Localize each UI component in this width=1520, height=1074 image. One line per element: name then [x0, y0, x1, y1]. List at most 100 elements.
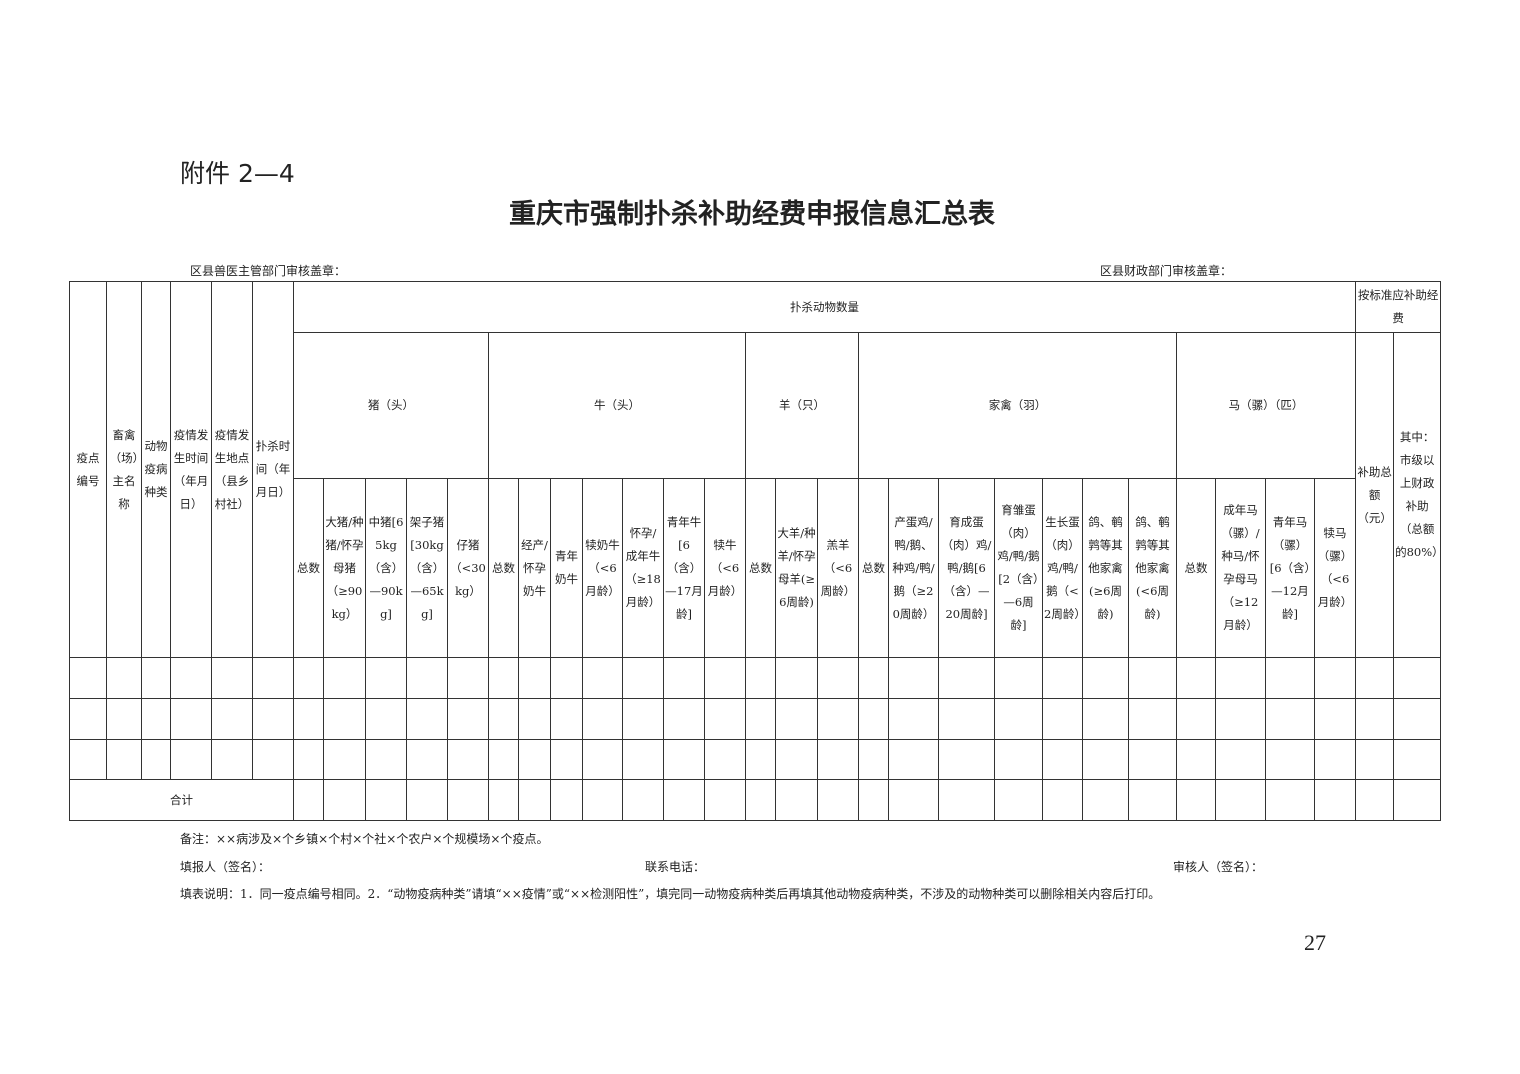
sub-header: 羔羊（<6周龄） [817, 478, 859, 658]
empty-cell [1265, 739, 1315, 780]
empty-cell [447, 739, 489, 780]
empty-cell [582, 698, 623, 740]
animal-group: 羊（只） [745, 332, 859, 479]
empty-cell [1313, 657, 1357, 699]
empty-cell [1082, 739, 1129, 780]
empty-cell [141, 698, 171, 740]
empty-cell [1313, 698, 1357, 740]
sub-header: 总数 [1176, 478, 1216, 658]
subsidy-column: 补助总额（元） [1355, 332, 1395, 658]
empty-cell [888, 739, 939, 780]
empty-cell [622, 657, 664, 699]
empty-cell [293, 698, 324, 740]
sub-header: 育雏蛋（肉）鸡/鸭/鹅[2（含）—6周龄] [994, 478, 1043, 658]
sub-header: 青年马（骡）[6（含）—12月龄] [1265, 478, 1315, 658]
phone: 联系电话： [645, 860, 706, 874]
empty-cell [106, 698, 142, 740]
empty-cell [488, 657, 519, 699]
empty-cell [663, 779, 705, 821]
empty-cell [323, 739, 366, 780]
page-number: 27 [1304, 930, 1326, 955]
table-row: 猪（头） 牛（头） 羊（只） 家禽（羽） 马（骡）（匹） 补助总额（元） 其中：市级以上财政… [70, 332, 1442, 658]
empty-cell [447, 779, 489, 821]
empty-cell [775, 739, 818, 780]
empty-cell [252, 698, 294, 740]
sub-header: 大羊/种羊/怀孕母羊(≥6周龄) [775, 478, 818, 658]
left-header: 动物疫病种类 [141, 281, 171, 658]
stamp-right: 区县财政部门审核盖章： [1100, 264, 1233, 278]
empty-cell [323, 698, 366, 740]
reviewer: 审核人（签名）： [1173, 860, 1264, 874]
empty-cell [1215, 779, 1266, 821]
sub-header: 生长蛋（肉）鸡/鸭/鹅（<2周龄） [1042, 478, 1083, 658]
empty-cell [365, 698, 407, 740]
note: 备注：××病涉及×个乡镇×个村×个社×个农户×个规模场×个疫点。 [180, 832, 549, 846]
empty-cell [106, 739, 142, 780]
sub-header: 总数 [293, 478, 324, 658]
empty-cell [1176, 779, 1216, 821]
empty-cell [1042, 779, 1083, 821]
subsidy-column: 其中：市级以上财政补助（总额的80%） [1393, 332, 1442, 658]
empty-cell [1042, 657, 1083, 699]
empty-cell [69, 698, 107, 740]
empty-cell [1082, 698, 1129, 740]
sub-header: 中猪[65kg（含）—90kg] [365, 478, 407, 658]
table-row [69, 739, 1442, 780]
filler: 填报人（签名）： [180, 860, 271, 874]
empty-cell [1176, 698, 1216, 740]
sub-header: 总数 [745, 478, 776, 658]
empty-cell [141, 657, 171, 699]
empty-cell [858, 779, 889, 821]
empty-cell [211, 698, 253, 740]
empty-cell [622, 739, 664, 780]
empty-cell [406, 779, 448, 821]
sub-header: 架子猪[30kg（含）—65kg] [406, 478, 448, 658]
empty-cell [1042, 698, 1083, 740]
empty-cell [141, 739, 171, 780]
empty-cell [406, 698, 448, 740]
empty-cell [622, 698, 664, 740]
animal-group: 猪（头） [293, 332, 489, 479]
empty-cell [323, 779, 366, 821]
empty-cell [817, 698, 859, 740]
empty-cell [938, 698, 995, 740]
empty-cell [1128, 739, 1177, 780]
empty-cell [170, 739, 212, 780]
empty-cell [745, 739, 776, 780]
sub-header: 经产/怀孕奶牛 [518, 478, 551, 658]
empty-cell [1215, 657, 1266, 699]
table-row [69, 657, 1442, 699]
empty-cell [1082, 657, 1129, 699]
empty-cell [518, 657, 551, 699]
empty-cell [582, 779, 623, 821]
sub-header: 总数 [858, 478, 889, 658]
empty-cell [663, 657, 705, 699]
empty-cell [1176, 739, 1216, 780]
sub-header: 育成蛋（肉）鸡/鸭/鹅[6（含）—20周龄] [938, 478, 995, 658]
empty-cell [211, 739, 253, 780]
table-row: 合计 [69, 779, 1442, 821]
empty-cell [323, 657, 366, 699]
empty-cell [622, 779, 664, 821]
empty-cell [1128, 657, 1177, 699]
sub-header: 怀孕/成年牛（≥18月龄） [622, 478, 664, 658]
empty-cell [69, 739, 107, 780]
empty-cell [1313, 739, 1357, 780]
empty-cell [447, 657, 489, 699]
empty-cell [1355, 739, 1395, 780]
empty-cell [745, 698, 776, 740]
empty-cell [365, 657, 407, 699]
table-row: 总数 大猪/种猪/怀孕母猪（≥90kg） 中猪[65kg（含）—90kg] 架子猪[3… [70, 478, 1441, 658]
empty-cell [170, 657, 212, 699]
empty-cell [745, 657, 776, 699]
empty-cell [704, 779, 746, 821]
empty-cell [745, 779, 776, 821]
instructions: 填表说明：1．同一疫点编号相同。2．“动物疫病种类”请填“××疫情”或“××检测… [180, 887, 1161, 901]
empty-cell [1128, 698, 1177, 740]
empty-cell [858, 698, 889, 740]
empty-cell [252, 739, 294, 780]
sub-header: 青年牛[6（含）—17月龄] [663, 478, 705, 658]
empty-cell [1265, 779, 1315, 821]
stamp-left: 区县兽医主管部门审核盖章： [190, 264, 347, 278]
empty-cell [994, 739, 1043, 780]
